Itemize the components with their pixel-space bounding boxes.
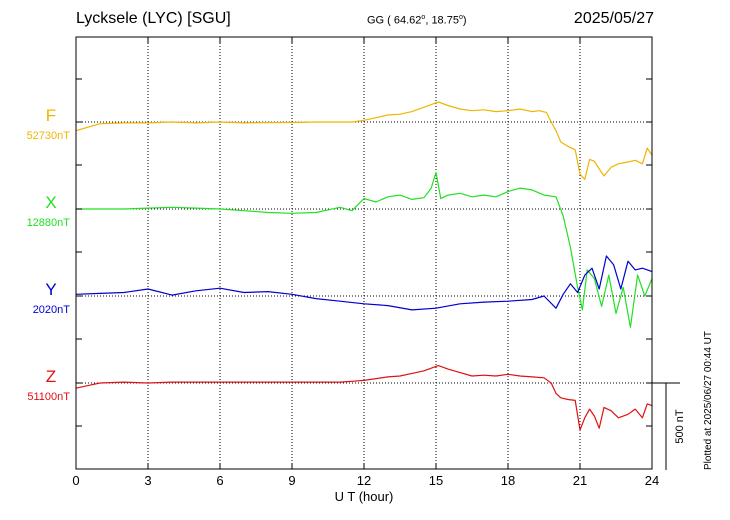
x-tick-label: 18 [501, 473, 515, 488]
series-name-y: Y [45, 280, 56, 299]
series-name-x: X [45, 193, 56, 212]
series-line-y [75, 255, 653, 311]
series-name-z: Z [46, 367, 56, 386]
coords-mid: , 18.75 [425, 14, 459, 27]
x-tick-label: 9 [288, 473, 295, 488]
x-tick-label: 0 [72, 473, 79, 488]
x-axis: 0 3 6 9 12 15 18 21 24 U T (hour) [72, 37, 659, 504]
coords-prefix: GG ( 64.62 [367, 14, 422, 27]
series-labels: F 52730nT X 12880nT Y 2020nT Z 51100nT [27, 106, 71, 403]
plot-date: 2025/05/27 [573, 10, 654, 27]
x-tick-label: 12 [357, 473, 371, 488]
grid-lines [76, 37, 652, 469]
series-line-x [76, 171, 653, 328]
series-baseline-x: 12880nT [27, 217, 71, 229]
series-name-f: F [46, 106, 56, 125]
coords-suffix: ) [462, 14, 467, 27]
station-title: Lycksele (LYC) [SGU] [76, 10, 231, 27]
series-line-f [75, 101, 653, 180]
series-line-z [75, 365, 653, 431]
degree-mark: o [421, 14, 426, 21]
geographic-coordinates: GG ( 64.62o, 18.75o) [367, 14, 467, 27]
series-baseline-z: 51100nT [27, 391, 70, 403]
series-baseline-f: 52730nT [27, 130, 71, 142]
x-tick-label: 15 [429, 473, 443, 488]
series-baseline-y: 2020nT [33, 304, 71, 316]
x-tick-label: 24 [645, 473, 659, 488]
scale-bar-label: 500 nT [674, 409, 686, 444]
series-lines [75, 101, 653, 431]
x-tick-label: 6 [216, 473, 223, 488]
scale-bar: 500 nT [652, 382, 686, 470]
degree-mark: o [458, 14, 463, 21]
x-tick-label: 21 [573, 473, 587, 488]
x-axis-label: U T (hour) [335, 489, 394, 504]
x-tick-label: 3 [144, 473, 151, 488]
